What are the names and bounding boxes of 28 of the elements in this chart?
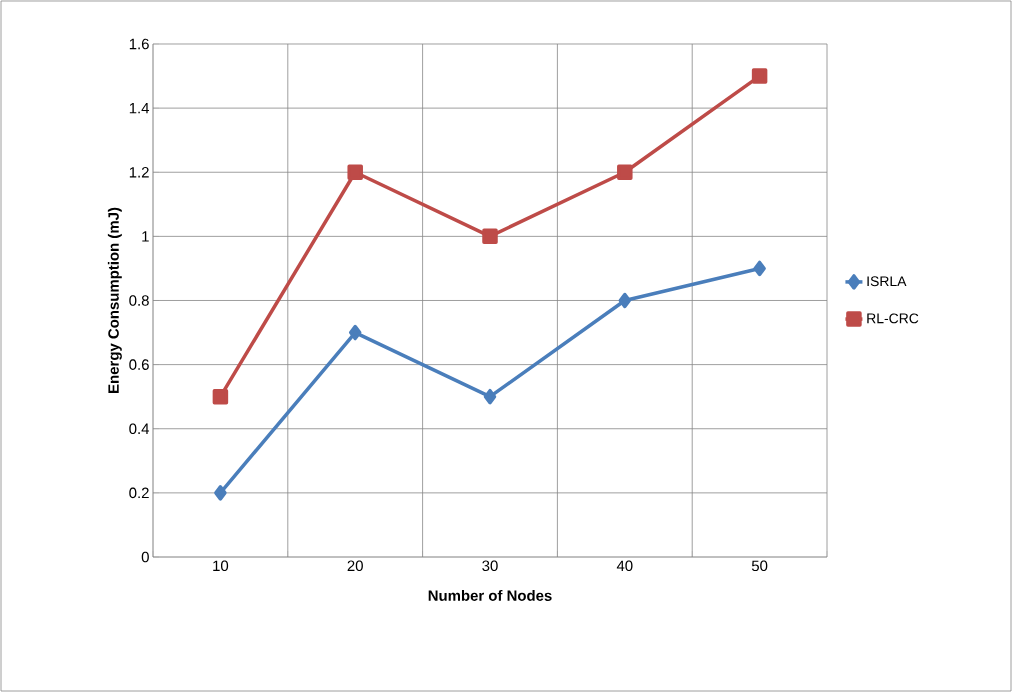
y-tick-label: 0.8 [129,295,149,306]
point [753,260,766,277]
x-axis-title: Number of Nodes [428,589,552,601]
point [214,485,227,501]
legend-label: ISRLA [867,276,907,287]
point [751,68,768,84]
x-tick-label: 30 [482,560,498,572]
x-tick-label: 10 [213,560,229,572]
point [483,388,497,405]
y-tick-label: 1.2 [129,167,149,178]
y-tick-label: 0.2 [129,487,149,499]
y-tick-label: 1.4 [129,102,150,114]
point [618,292,632,309]
point [347,164,363,180]
x-tick-label: 40 [616,560,633,572]
x-tick-label: 20 [347,560,363,572]
point [482,228,498,245]
y-tick-label: 0.4 [129,423,150,435]
y-tick-label: 1.6 [129,38,149,50]
legend-label: RL-CRC [867,313,919,324]
x-tick-label: 50 [751,560,768,572]
y-axis-title: Energy Consumption (mJ) [107,207,122,393]
y-tick-label: 0 [141,551,149,563]
y-tick-label: 0.6 [129,359,149,370]
point [212,388,229,405]
point [617,164,633,180]
y-tick-label: 1 [142,231,149,242]
point [348,324,362,341]
